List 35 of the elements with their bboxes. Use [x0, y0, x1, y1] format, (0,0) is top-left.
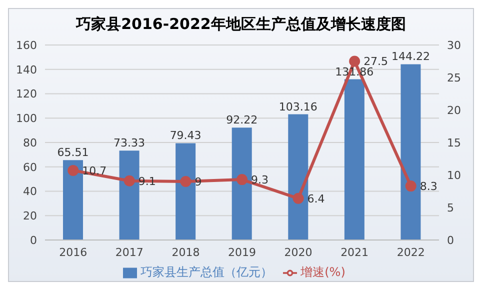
data-label: 27.5 — [364, 55, 388, 68]
data-label: 92.22 — [226, 114, 258, 127]
x-tick-label: 2018 — [172, 246, 200, 259]
x-tick-label: 2021 — [340, 246, 369, 259]
chart-title: 巧家县2016-2022年地区生产总值及增长速度图 — [74, 14, 407, 35]
y2-tick-label: 25 — [447, 71, 461, 84]
y-tick-label: 120 — [16, 88, 37, 101]
x-tick-label: 2019 — [228, 246, 256, 259]
data-label: 6.4 — [307, 192, 325, 206]
x-tick-label: 2020 — [284, 246, 312, 259]
y-tick-label: 40 — [23, 185, 37, 198]
data-label: 144.22 — [391, 50, 430, 64]
y-tick-label: 20 — [23, 210, 37, 223]
x-tick-label: 2016 — [59, 246, 88, 259]
x-tick-label: 2022 — [396, 246, 425, 259]
y-tick-label: 100 — [16, 112, 37, 126]
x-tick-label: 2017 — [115, 246, 144, 259]
y2-tick-label: 20 — [447, 104, 461, 117]
y2-tick-label: 5 — [447, 201, 454, 214]
y2-tick-label: 10 — [447, 168, 461, 182]
y2-tick-label: 30 — [447, 38, 461, 52]
y-tick-label: 80 — [23, 136, 37, 150]
legend-label: 巧家县生产总值（亿元） — [140, 265, 273, 279]
y2-tick-label: 15 — [447, 136, 461, 150]
data-label: 8.3 — [420, 180, 438, 193]
data-label: 65.51 — [57, 146, 89, 160]
data-label: 103.16 — [278, 100, 318, 114]
y-tick-label: 160 — [16, 38, 37, 52]
y2-tick-label: 0 — [447, 234, 454, 247]
y-tick-label: 0 — [30, 234, 37, 247]
y-tick-label: 140 — [16, 63, 37, 76]
data-label: 73.33 — [114, 136, 146, 150]
legend-label: 增速(%) — [300, 265, 346, 279]
y-tick-label: 60 — [23, 160, 37, 174]
data-label: 79.43 — [170, 129, 202, 142]
